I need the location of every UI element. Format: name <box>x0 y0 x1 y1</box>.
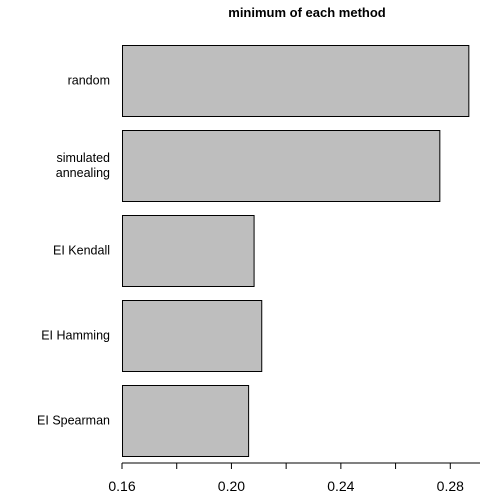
bar <box>122 215 255 287</box>
category-label: EI Hamming <box>41 329 110 343</box>
x-tick-label: 0.28 <box>437 478 464 494</box>
bar <box>122 45 470 117</box>
category-label: EI Spearman <box>37 414 110 428</box>
chart-title: minimum of each method <box>228 5 386 20</box>
x-axis: 0.16 0.20 0.24 0.28 <box>108 462 480 494</box>
bars-group <box>122 45 470 457</box>
bar <box>122 385 250 457</box>
category-label: simulated annealing <box>56 151 110 180</box>
x-tick-label: 0.20 <box>218 478 245 494</box>
x-tick-label: 0.16 <box>108 478 135 494</box>
bar <box>122 300 263 372</box>
category-labels: random simulated annealing EI Kendall EI Ham… <box>37 74 110 428</box>
category-label: random <box>68 74 110 88</box>
category-label: EI Kendall <box>53 244 110 258</box>
x-tick-label: 0.24 <box>327 478 354 494</box>
bar <box>122 130 441 202</box>
